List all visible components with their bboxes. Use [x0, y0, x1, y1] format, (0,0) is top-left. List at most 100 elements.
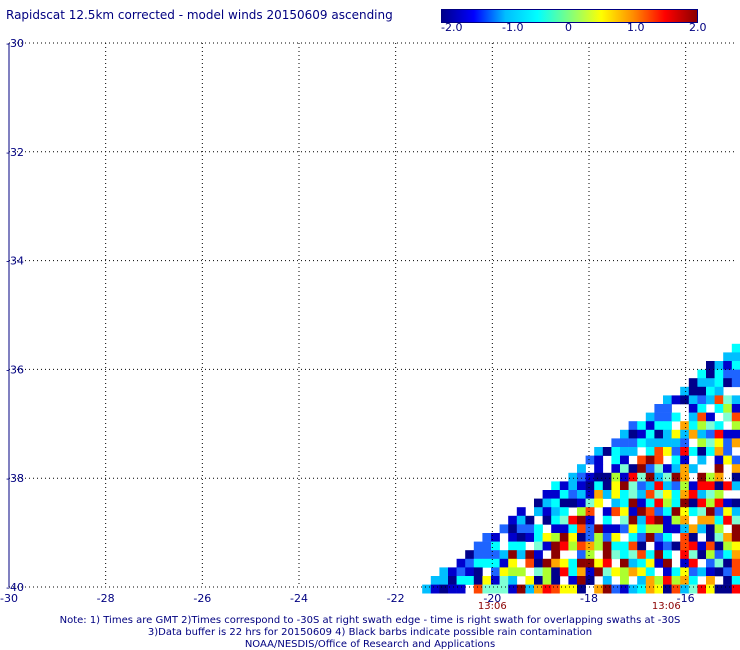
wind-cell — [697, 421, 707, 431]
wind-cell — [723, 429, 733, 439]
wind-cell — [551, 541, 561, 551]
wind-cell — [551, 490, 561, 499]
wind-cell — [663, 567, 672, 577]
wind-cell — [585, 515, 595, 525]
wind-cell — [568, 472, 578, 482]
wind-cell — [688, 567, 698, 577]
wind-cell — [620, 524, 629, 534]
wind-cell — [697, 498, 707, 508]
wind-cell — [585, 576, 595, 585]
wind-cell — [525, 584, 535, 594]
wind-cell — [723, 584, 733, 594]
wind-cell — [731, 361, 740, 370]
wind-cell — [628, 507, 638, 517]
wind-cell — [714, 524, 724, 534]
wind-cell — [731, 524, 740, 534]
wind-cell — [731, 507, 740, 517]
wind-cell — [637, 455, 647, 465]
wind-cell — [637, 576, 647, 585]
wind-cell — [645, 429, 655, 439]
wind-cell — [654, 429, 664, 439]
wind-cell — [602, 584, 612, 594]
wind-cell — [508, 584, 518, 594]
wind-cell — [559, 481, 569, 491]
wind-cell — [654, 464, 664, 474]
wind-cell — [594, 584, 604, 594]
wind-cell — [611, 490, 621, 499]
wind-cell — [731, 567, 740, 577]
wind-cell — [706, 395, 715, 405]
wind-cell — [714, 386, 724, 396]
wind-cell — [663, 464, 672, 474]
wind-cell — [645, 447, 655, 456]
wind-cell — [585, 550, 595, 560]
wind-cell — [714, 378, 724, 388]
lon-tick-label: -18 — [580, 592, 598, 605]
wind-cell — [654, 412, 664, 422]
wind-cell — [637, 421, 647, 431]
wind-cell — [628, 524, 638, 534]
wind-cell — [534, 567, 543, 577]
wind-cell — [422, 584, 432, 594]
wind-cell — [439, 576, 449, 585]
wind-cell — [654, 550, 664, 560]
wind-cell — [637, 567, 647, 577]
wind-cell — [731, 541, 740, 551]
wind-cell — [723, 404, 733, 413]
wind-cell — [706, 421, 715, 431]
wind-cell — [525, 533, 535, 542]
wind-cell — [525, 576, 535, 585]
wind-cell — [525, 558, 535, 568]
wind-cell — [731, 404, 740, 413]
wind-cell — [516, 515, 526, 525]
wind-cell — [723, 550, 733, 560]
wind-cell — [611, 447, 621, 456]
wind-cell — [568, 584, 578, 594]
wind-cell — [680, 395, 690, 405]
wind-cell — [602, 507, 612, 517]
wind-cell — [482, 584, 492, 594]
wind-cell — [611, 481, 621, 491]
wind-cell — [680, 584, 690, 594]
wind-cell — [697, 429, 707, 439]
wind-cell — [731, 533, 740, 542]
wind-cell — [559, 584, 569, 594]
wind-cell — [723, 576, 733, 585]
wind-cell — [706, 567, 715, 577]
wind-cell — [680, 472, 690, 482]
wind-cell — [714, 455, 724, 465]
wind-cell — [620, 455, 629, 465]
wind-cell — [663, 490, 672, 499]
lat-tick-label: -36 — [6, 363, 24, 376]
wind-cell — [688, 404, 698, 413]
wind-cell — [568, 576, 578, 585]
wind-cell — [731, 429, 740, 439]
wind-cell — [585, 481, 595, 491]
wind-cell — [628, 550, 638, 560]
wind-cell — [671, 455, 681, 465]
wind-cell — [559, 524, 569, 534]
wind-cell — [491, 567, 500, 577]
lat-tick-label: -30 — [6, 37, 24, 50]
wind-cell — [654, 558, 664, 568]
wind-cell — [654, 421, 664, 431]
map-title: Rapidscat 12.5km corrected - model winds… — [6, 8, 393, 22]
wind-cell — [714, 541, 724, 551]
wind-cell — [671, 438, 681, 448]
wind-cell — [731, 421, 740, 431]
wind-cell — [594, 490, 604, 499]
wind-cell — [577, 558, 586, 568]
wind-cell — [723, 438, 733, 448]
wind-cell — [620, 567, 629, 577]
wind-cell — [697, 447, 707, 456]
wind-cell — [663, 533, 672, 542]
wind-cell — [714, 515, 724, 525]
wind-cell — [688, 507, 698, 517]
wind-cell — [731, 498, 740, 508]
wind-cell — [542, 558, 552, 568]
wind-cell — [637, 464, 647, 474]
wind-cell — [688, 550, 698, 560]
wind-cell — [542, 584, 552, 594]
wind-cell — [594, 558, 604, 568]
wind-cell — [723, 412, 733, 422]
